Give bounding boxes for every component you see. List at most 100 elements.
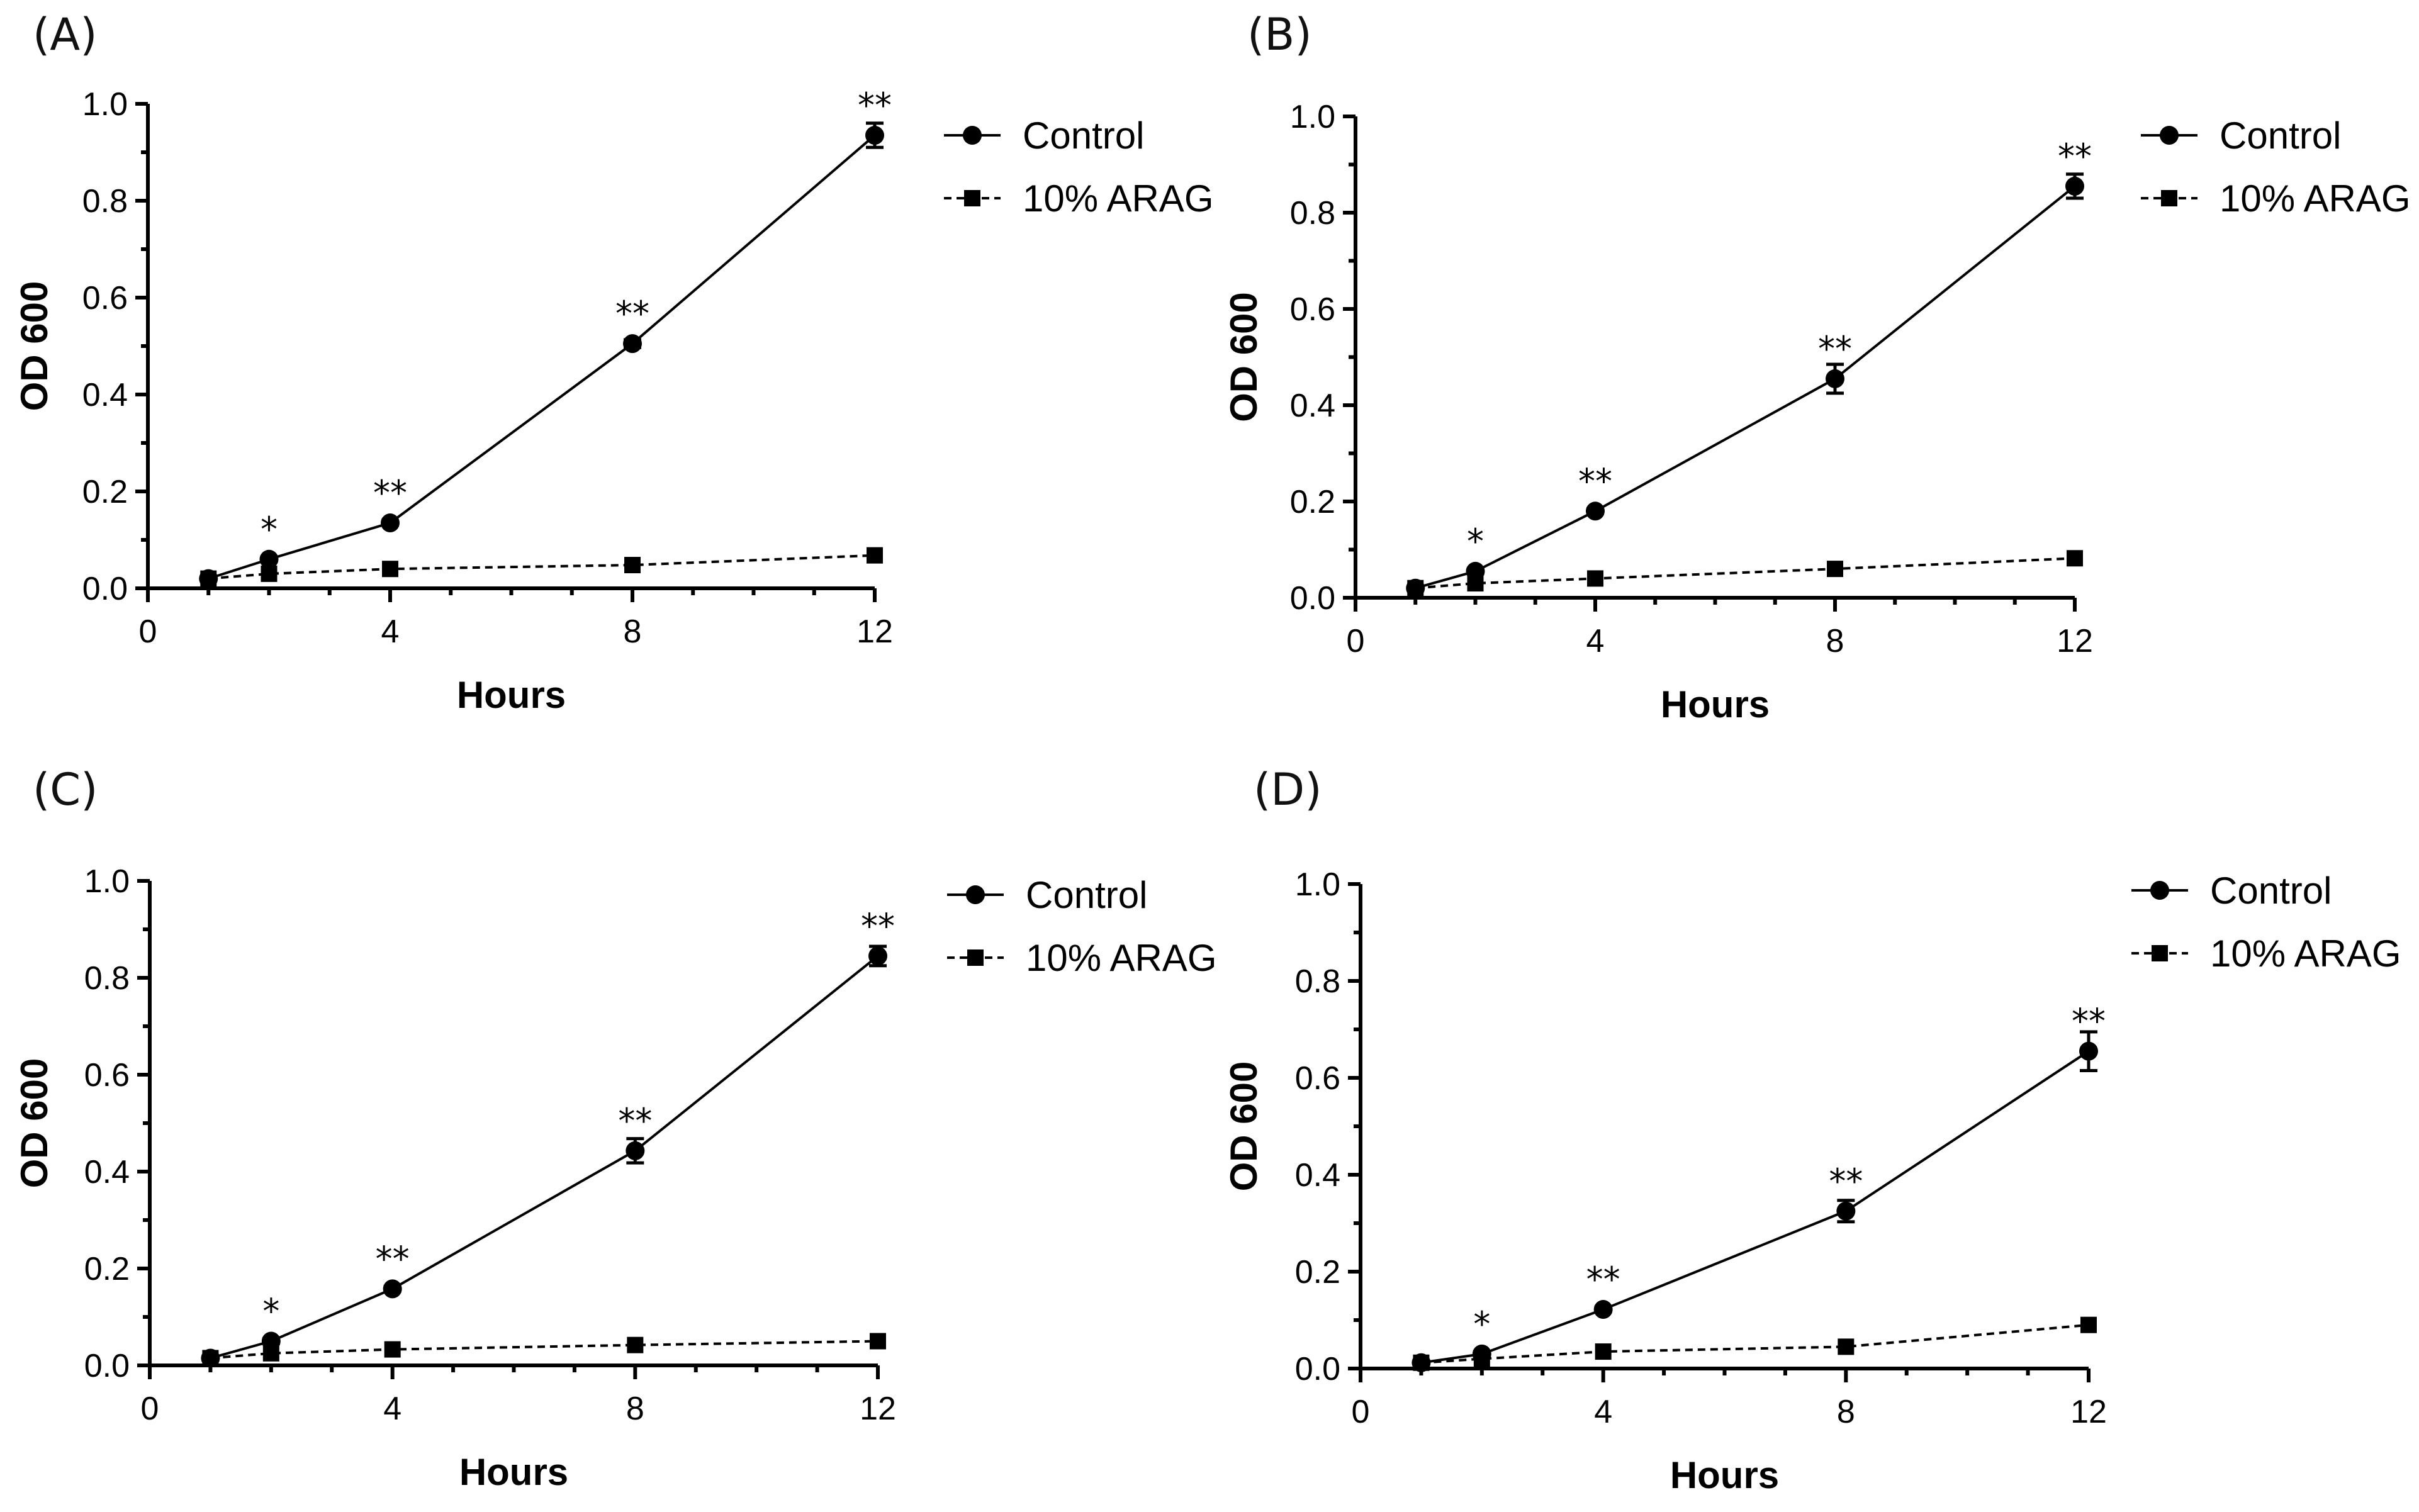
legend-marker bbox=[2152, 945, 2168, 961]
x-tick-label: 8 bbox=[626, 1391, 644, 1427]
legend-label: Control bbox=[2220, 115, 2341, 157]
x-tick-label: 12 bbox=[2070, 1394, 2107, 1430]
y-tick-label: 0.6 bbox=[82, 280, 128, 316]
x-axis-title: Hours bbox=[1670, 1454, 1779, 1496]
y-tick-label: 0.2 bbox=[1290, 484, 1335, 520]
y-tick-label: 0.4 bbox=[84, 1154, 130, 1190]
panel-c: (C) 0.0 0.2 0.4 0.6 0.8 1.0 0 4 8 12 Hours OD 600 * *… bbox=[0, 755, 1217, 1512]
significance-label: ** bbox=[1578, 461, 1612, 501]
data-point-square bbox=[202, 1350, 219, 1367]
significance-label: * bbox=[262, 1292, 279, 1331]
data-point-square bbox=[867, 547, 883, 564]
significance-label: ** bbox=[373, 473, 407, 513]
y-tick-label: 0.6 bbox=[1295, 1060, 1340, 1097]
y-tick-label: 0.8 bbox=[82, 183, 128, 220]
data-point-square bbox=[1413, 1354, 1430, 1371]
y-tick-label: 0.0 bbox=[84, 1348, 130, 1384]
significance-label: ** bbox=[1586, 1260, 1620, 1299]
data-point-circle bbox=[2079, 1041, 2098, 1061]
x-tick-label: 12 bbox=[860, 1391, 896, 1427]
legend-label: Control bbox=[1026, 874, 1147, 916]
series-line-control bbox=[1415, 185, 2076, 590]
y-tick-label: 1.0 bbox=[82, 86, 128, 123]
x-tick-label: 4 bbox=[383, 1391, 401, 1427]
y-tick-label: 0.0 bbox=[1295, 1351, 1340, 1387]
x-tick-label: 8 bbox=[1826, 623, 1844, 659]
data-point-square bbox=[870, 1333, 886, 1350]
y-tick-label: 0.2 bbox=[84, 1251, 130, 1287]
y-tick-label: 0.0 bbox=[1290, 580, 1335, 617]
data-point-circle bbox=[1586, 501, 1605, 521]
x-axis-title: Hours bbox=[457, 674, 566, 716]
legend-label: 10% ARAG bbox=[2210, 932, 2401, 975]
significance-label: ** bbox=[615, 294, 649, 333]
y-tick-label: 0.4 bbox=[82, 377, 128, 413]
y-tick-label: 0.8 bbox=[1290, 195, 1335, 232]
data-point-circle bbox=[623, 334, 642, 354]
data-point-square bbox=[1407, 580, 1424, 596]
significance-label: ** bbox=[858, 86, 892, 125]
data-point-square bbox=[1827, 561, 1843, 578]
y-tick-label: 0.8 bbox=[84, 960, 130, 997]
legend-marker bbox=[963, 126, 982, 145]
data-point-square bbox=[261, 565, 278, 582]
data-point-circle bbox=[2065, 176, 2084, 196]
x-tick-label: 8 bbox=[624, 613, 642, 650]
panel-d: (D) 0.0 0.2 0.4 0.6 0.8 1.0 0 4 8 12 Hours OD 600 * *… bbox=[1210, 755, 2419, 1512]
legend-label: 10% ARAG bbox=[1026, 937, 1217, 979]
x-tick-label: 12 bbox=[2057, 623, 2093, 659]
data-point-circle bbox=[868, 946, 887, 966]
y-tick-label: 0.2 bbox=[82, 474, 128, 510]
x-tick-label: 0 bbox=[141, 1391, 159, 1427]
data-point-square bbox=[624, 557, 641, 574]
x-axis-title: Hours bbox=[459, 1451, 568, 1493]
y-axis-title: OD 600 bbox=[1223, 292, 1265, 422]
x-tick-label: 0 bbox=[1352, 1394, 1370, 1430]
y-tick-label: 1.0 bbox=[84, 863, 130, 900]
legend-marker bbox=[2161, 190, 2177, 206]
significance-label: * bbox=[1473, 1304, 1490, 1344]
panel-a: (A) 0.0 0.2 0.4 0.6 0.8 1.0 0 4 8 12 Hours OD 600 * *… bbox=[0, 0, 1214, 755]
series-line-arag bbox=[210, 1340, 878, 1360]
y-axis-title: OD 600 bbox=[13, 281, 55, 412]
y-tick-label: 0.2 bbox=[1295, 1254, 1340, 1291]
legend-marker bbox=[2160, 126, 2179, 145]
series-line-arag bbox=[208, 554, 875, 580]
data-point-square bbox=[627, 1336, 644, 1353]
significance-label: ** bbox=[376, 1239, 410, 1279]
significance-label: ** bbox=[1829, 1162, 1863, 1201]
data-point-circle bbox=[381, 513, 400, 533]
x-tick-label: 0 bbox=[139, 613, 157, 650]
series-line-control bbox=[1421, 1050, 2090, 1364]
data-point-circle bbox=[1836, 1201, 1856, 1221]
y-tick-label: 0.6 bbox=[84, 1057, 130, 1094]
data-point-square bbox=[1595, 1343, 1612, 1360]
y-tick-label: 1.0 bbox=[1290, 99, 1335, 135]
x-tick-label: 4 bbox=[381, 613, 400, 650]
legend-marker bbox=[966, 885, 985, 904]
data-point-square bbox=[1587, 570, 1603, 587]
significance-label: * bbox=[261, 510, 278, 549]
legend-marker bbox=[967, 949, 984, 966]
panel-b: (B) 0.0 0.2 0.4 0.6 0.8 1.0 0 4 8 12 Hours OD 600 * *… bbox=[1210, 0, 2419, 755]
data-point-square bbox=[1467, 575, 1484, 592]
x-tick-label: 4 bbox=[1586, 623, 1605, 659]
legend-label: Control bbox=[2210, 870, 2332, 912]
significance-label: ** bbox=[1818, 329, 1852, 369]
data-point-circle bbox=[626, 1141, 645, 1160]
y-tick-label: 0.0 bbox=[82, 571, 128, 607]
series-line-control bbox=[208, 134, 876, 580]
x-tick-label: 12 bbox=[856, 613, 893, 650]
y-tick-label: 0.4 bbox=[1295, 1157, 1340, 1194]
panel-label: (C) bbox=[33, 764, 98, 815]
panel-label: (A) bbox=[33, 9, 98, 60]
data-point-square bbox=[2080, 1316, 2097, 1333]
data-point-square bbox=[2067, 550, 2083, 567]
data-point-square bbox=[384, 1341, 401, 1358]
panel-label: (D) bbox=[1254, 764, 1322, 815]
